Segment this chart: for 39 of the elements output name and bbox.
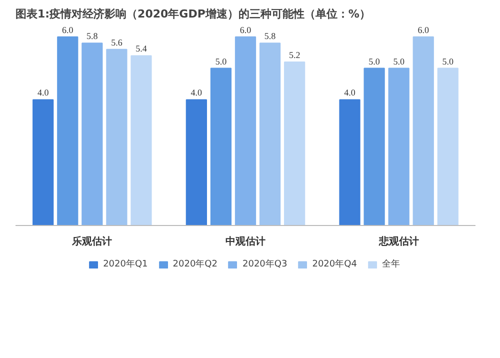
bar [339,99,360,226]
data-label: 5.0 [368,56,380,66]
data-label: 4.0 [37,88,50,98]
bar [130,55,152,226]
bar [437,68,458,226]
bar [32,99,54,226]
legend-label: 2020年Q4 [312,258,357,270]
legend-label: 全年 [382,258,401,270]
bar [57,36,78,226]
data-label: 5.6 [111,37,123,48]
bar [284,61,306,226]
bar [186,99,207,226]
data-label: 6.0 [240,24,252,35]
chart-title: 图表1:疫情对经济影响（2020年GDP增速）的三种可能性（单位：%） [16,8,370,20]
bar [364,68,385,226]
x-tick-label: 中观估计 [226,236,266,248]
data-label: 5.0 [393,56,405,66]
bar [210,68,232,226]
data-label: 4.0 [190,88,203,98]
bar [388,68,410,226]
bar [106,48,128,226]
legend-label: 2020年Q2 [172,258,218,270]
legend-label: 2020年Q1 [103,258,148,270]
data-label: 5.4 [136,44,148,54]
data-label: 6.0 [62,24,74,35]
data-label: 4.0 [344,88,356,98]
data-label: 5.8 [264,31,276,42]
data-label: 5.0 [215,56,228,66]
x-tick-label: 乐观估计 [71,236,112,248]
data-label: 5.2 [288,50,300,60]
bar [259,42,281,226]
data-label: 5.8 [86,31,98,42]
bar [412,36,434,226]
data-label: 5.0 [442,56,454,66]
legend-label: 2020年Q3 [242,258,288,270]
bar [82,42,103,226]
x-tick-label: 悲观估计 [378,236,419,248]
data-label: 6.0 [418,24,430,35]
bar [234,36,256,226]
